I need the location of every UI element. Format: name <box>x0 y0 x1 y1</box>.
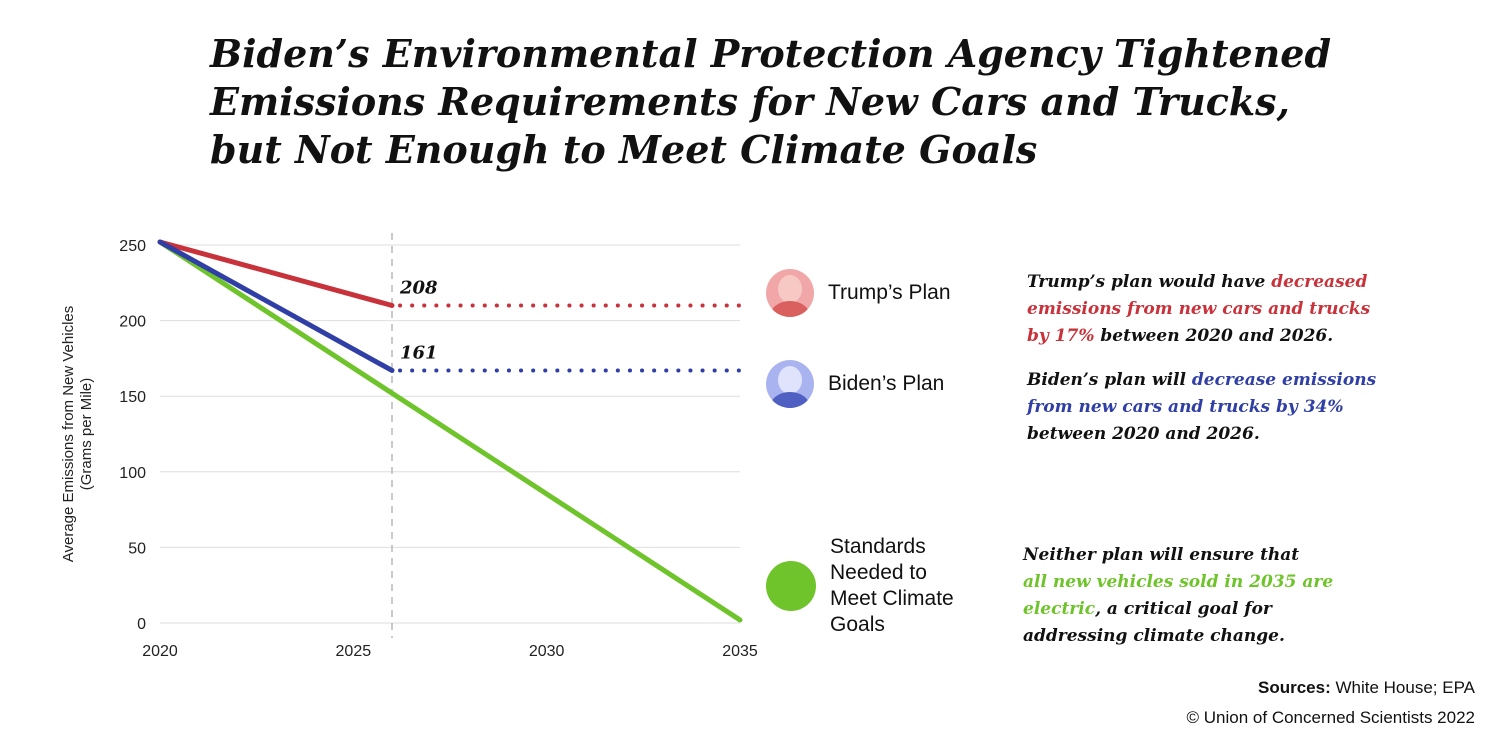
note-biden-l3: between 2020 and 2026. <box>1027 424 1260 444</box>
legend-standards-line-2: Needed to <box>830 561 927 584</box>
trump-portrait-icon <box>766 269 814 317</box>
sources-label: Sources: <box>1258 678 1331 697</box>
y-tick-label-200: 200 <box>119 314 146 331</box>
note-trump-l3a: by 17% <box>1027 326 1095 346</box>
y-tick-label-100: 100 <box>119 465 146 482</box>
series-line-trump <box>157 239 395 308</box>
standards-color-dot <box>766 561 816 611</box>
legend-standards: Standards Needed to Meet Climate Goals <box>766 534 954 638</box>
title-line-3: but Not Enough to Meet Climate Goals <box>210 127 1038 172</box>
legend-biden-label: Biden’s Plan <box>828 372 945 395</box>
y-axis-title-line-1: Average Emissions from New Vehicles <box>60 306 77 563</box>
legend-standards-label: Standards Needed to Meet Climate Goals <box>830 534 954 638</box>
note-trump-l2: emissions from new cars and trucks <box>1027 299 1371 319</box>
note-trump: Trump’s plan would have decreased emissi… <box>1027 269 1370 350</box>
y-tick-label-250: 250 <box>119 238 146 255</box>
note-biden-l2: from new cars and trucks by 34% <box>1027 397 1344 417</box>
series-line-biden <box>157 239 395 373</box>
end-label-trump: 208 <box>399 277 438 298</box>
series-line-standards <box>157 239 743 623</box>
note-biden-l1a: Biden’s plan will <box>1027 370 1192 390</box>
note-neither-l4: addressing climate change. <box>1023 626 1285 646</box>
chart-title: Biden’s Environmental Protection Agency … <box>210 30 1360 174</box>
y-tick-label-150: 150 <box>119 389 146 406</box>
legend-trump: Trump’s Plan <box>766 269 951 317</box>
note-trump-l1b: decreased <box>1271 272 1368 292</box>
x-tick-label-2020: 2020 <box>142 643 178 660</box>
y-tick-label-0: 0 <box>137 616 146 633</box>
y-tick-label-50: 50 <box>128 540 146 557</box>
note-neither: Neither plan will ensure that all new ve… <box>1023 542 1333 650</box>
title-line-2: Emissions Requirements for New Cars and … <box>210 79 1290 124</box>
note-trump-l1a: Trump’s plan would have <box>1027 272 1272 292</box>
biden-portrait-icon <box>766 360 814 408</box>
note-neither-l3a: electric <box>1023 599 1096 619</box>
legend-standards-line-3: Meet Climate <box>830 587 954 610</box>
note-biden-l1b: decrease emissions <box>1191 370 1377 390</box>
note-trump-l3b: between 2020 and 2026. <box>1094 326 1334 346</box>
y-axis-title-line-2: (Grams per Mile) <box>78 378 95 491</box>
copyright-line: © Union of Concerned Scientists 2022 <box>1186 708 1475 727</box>
legend-biden: Biden’s Plan <box>766 360 944 408</box>
note-neither-l3b: , a critical goal for <box>1095 599 1272 619</box>
sources-line: Sources: White House; EPA <box>1258 678 1475 698</box>
legend-trump-label: Trump’s Plan <box>828 281 951 304</box>
legend-standards-line-1: Standards <box>830 535 926 558</box>
x-tick-label-2035: 2035 <box>722 643 758 660</box>
legend-standards-line-4: Goals <box>830 613 885 636</box>
x-tick-label-2030: 2030 <box>529 643 565 660</box>
x-tick-label-2025: 2025 <box>336 643 372 660</box>
note-neither-l2: all new vehicles sold in 2035 are <box>1023 572 1334 592</box>
note-biden: Biden’s plan will decrease emissions fro… <box>1027 367 1376 448</box>
sources-text: White House; EPA <box>1330 678 1475 697</box>
emissions-line-chart: 0 50 100 150 200 250 2020 2025 2030 2035 Average E… <box>60 233 758 660</box>
note-neither-l1: Neither plan will ensure that <box>1023 545 1300 565</box>
end-label-biden: 161 <box>400 342 438 363</box>
title-line-1: Biden’s Environmental Protection Agency … <box>210 31 1332 76</box>
